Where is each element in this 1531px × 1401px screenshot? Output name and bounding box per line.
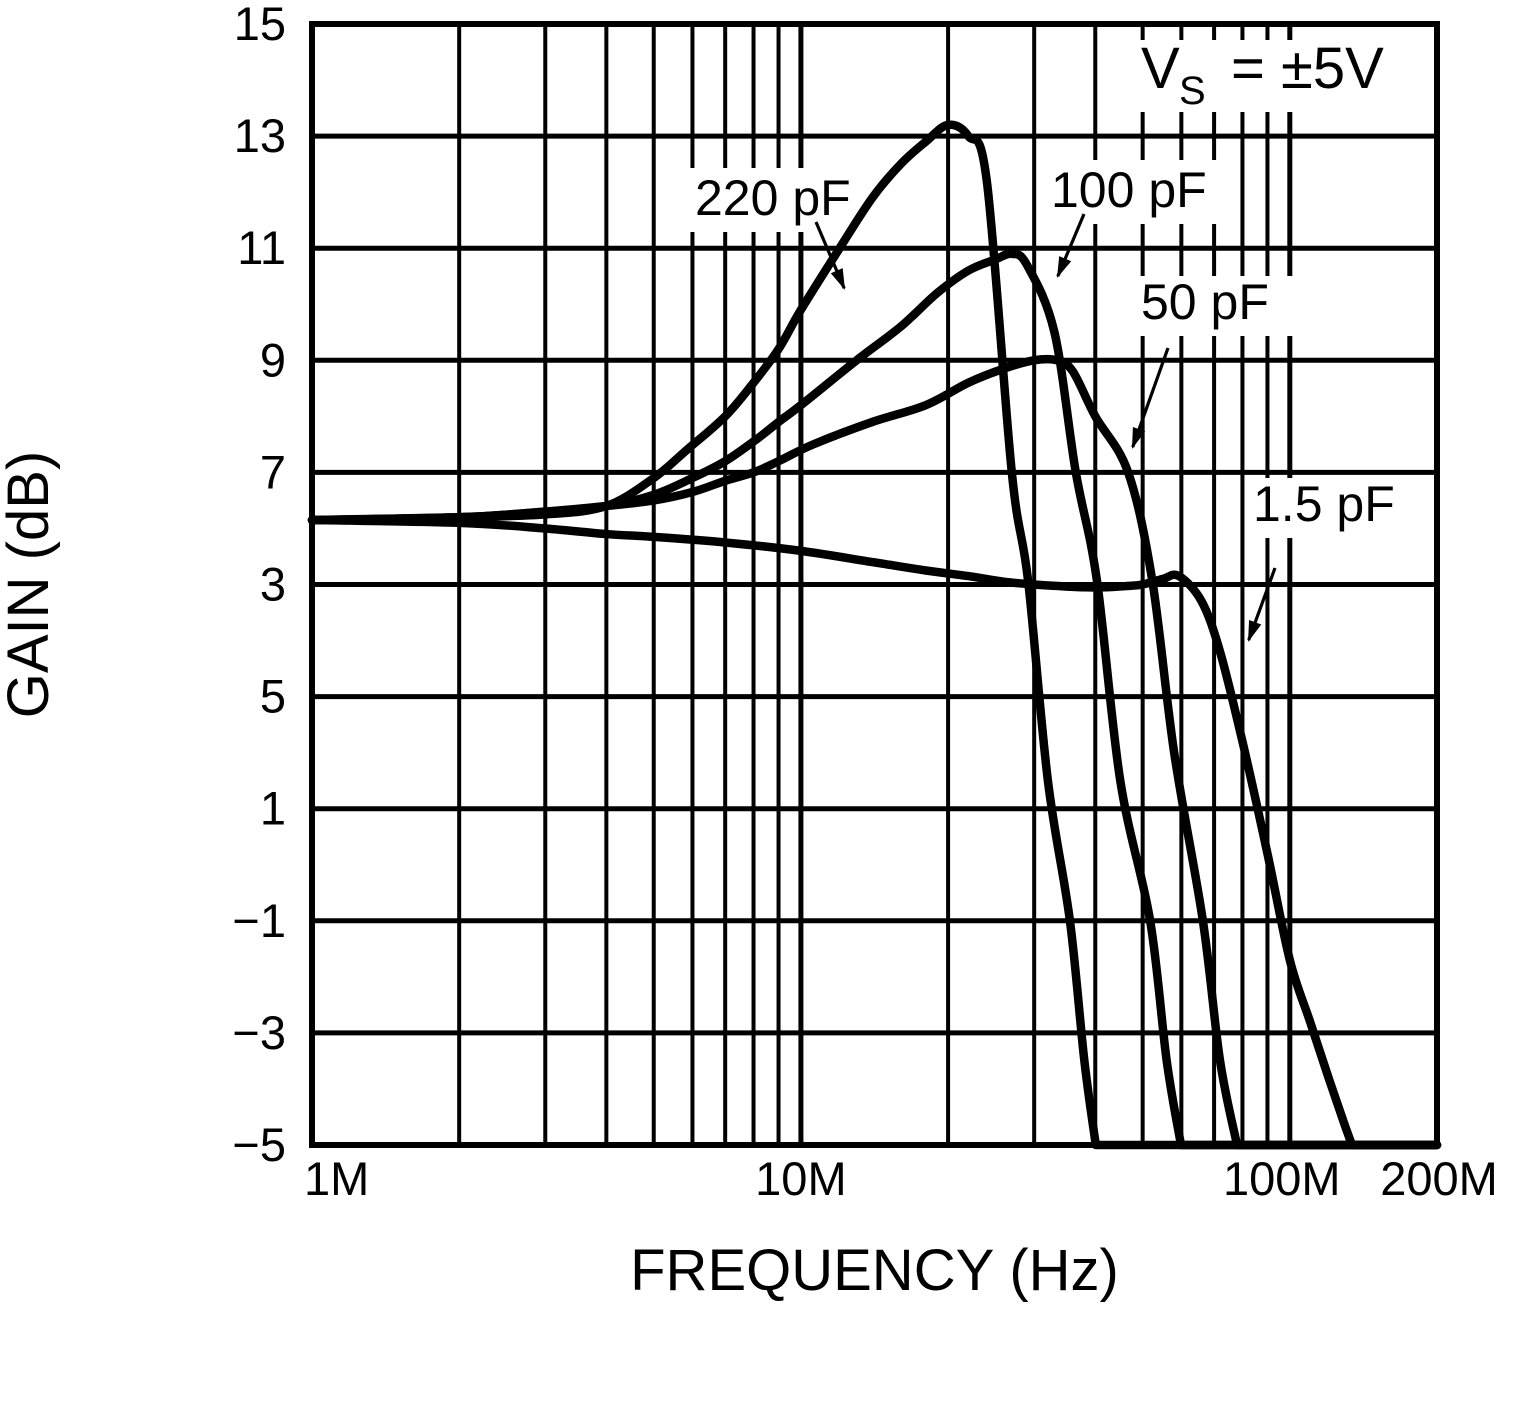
svg-text:50 pF: 50 pF	[1141, 274, 1269, 330]
svg-text:−3: −3	[232, 1006, 286, 1059]
svg-text:1M: 1M	[304, 1152, 369, 1205]
svg-text:= ±5V: = ±5V	[1231, 36, 1384, 101]
svg-text:10M: 10M	[755, 1152, 846, 1205]
svg-text:100M: 100M	[1223, 1152, 1341, 1205]
svg-text:100 pF: 100 pF	[1051, 162, 1207, 218]
svg-text:S: S	[1179, 69, 1206, 113]
svg-text:220 pF: 220 pF	[695, 170, 851, 226]
svg-text:9: 9	[260, 333, 286, 386]
svg-text:7: 7	[260, 445, 286, 498]
svg-text:−5: −5	[232, 1118, 286, 1171]
svg-text:3: 3	[260, 558, 286, 611]
svg-text:1: 1	[260, 782, 286, 835]
svg-text:15: 15	[234, 0, 286, 50]
svg-text:11: 11	[237, 221, 286, 274]
svg-text:GAIN (dB): GAIN (dB)	[0, 451, 61, 719]
svg-text:V: V	[1141, 36, 1180, 101]
svg-text:FREQUENCY (Hz): FREQUENCY (Hz)	[630, 1238, 1119, 1303]
svg-text:−1: −1	[232, 894, 286, 947]
svg-text:1.5 pF: 1.5 pF	[1253, 476, 1395, 532]
svg-text:5: 5	[260, 670, 286, 723]
svg-text:13: 13	[234, 109, 286, 162]
svg-text:200M: 200M	[1380, 1152, 1498, 1205]
